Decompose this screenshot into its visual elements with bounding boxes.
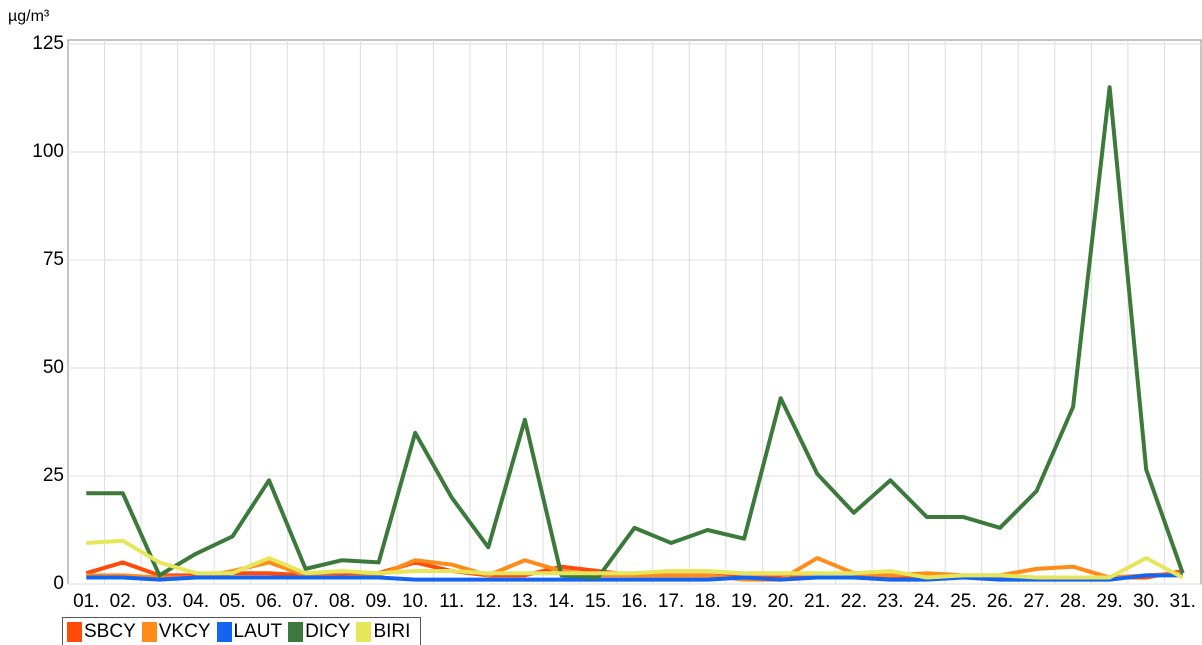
legend-item: VKCY	[141, 620, 211, 643]
x-tick-label: 28.	[1060, 591, 1086, 612]
x-tick-label: 08.	[329, 591, 355, 612]
y-tick-label: 75	[43, 249, 64, 270]
legend-swatch	[288, 621, 304, 642]
x-tick-label: 16.	[621, 591, 647, 612]
y-tick-label: 100	[32, 141, 64, 162]
legend-label: VKCY	[158, 620, 211, 642]
series-line	[86, 538, 1184, 580]
legend-swatch	[216, 621, 232, 642]
legend-label: DICY	[305, 620, 351, 642]
legend: SBCY VKCY LAUT DICY BIRI	[62, 617, 422, 645]
x-tick-label: 29.	[1096, 591, 1122, 612]
x-tick-label: 04.	[183, 591, 209, 612]
y-tick-label: 25	[43, 465, 64, 486]
legend-item: BIRI	[356, 621, 410, 643]
x-tick-label: 21.	[804, 591, 830, 612]
y-unit: µg/m³	[8, 8, 50, 25]
x-tick-label: 14.	[548, 591, 574, 612]
x-tick-label: 27.	[1023, 591, 1049, 612]
plot-area	[67, 39, 1202, 585]
x-tick-label: 10.	[402, 591, 428, 612]
x-tick-label: 15.	[585, 591, 611, 612]
y-tick-label: 125	[32, 33, 64, 54]
chart: µg/m³ 0 25 50 75 100 125 01. 02. 03. 04. 05. 06. 07.…	[8, 8, 1202, 612]
x-tick-label: 19.	[731, 591, 757, 612]
x-tick-label: 25.	[950, 591, 976, 612]
legend-swatch	[356, 621, 372, 642]
x-tick-label: 20.	[767, 591, 793, 612]
y-tick-label: 0	[53, 573, 64, 594]
y-tick-label: 50	[43, 357, 64, 378]
legend-label: BIRI	[373, 620, 411, 642]
x-tick-label: 18.	[694, 591, 720, 612]
series-line	[86, 85, 1185, 580]
x-tick-label: 13.	[512, 591, 538, 612]
series-line	[86, 573, 1183, 582]
x-tick-label: 26.	[987, 591, 1013, 612]
x-tick-label: 31.	[1170, 591, 1196, 612]
x-tick-label: 24.	[914, 591, 940, 612]
x-tick-label: 12.	[475, 591, 501, 612]
legend-item: DICY	[288, 621, 350, 643]
x-tick-label: 05.	[219, 591, 245, 612]
legend-item: LAUT	[216, 620, 283, 643]
legend-swatch	[141, 621, 157, 642]
x-tick-label: 03.	[146, 591, 172, 612]
legend-swatch	[67, 621, 82, 642]
x-tick-label: 02.	[110, 591, 136, 612]
legend-label: LAUT	[233, 620, 283, 642]
x-tick-label: 09.	[365, 591, 391, 612]
x-tick-label: 07.	[292, 591, 318, 612]
x-tick-label: 01.	[73, 591, 99, 612]
x-tick-label: 30.	[1133, 591, 1159, 612]
legend-item: SBCY	[67, 621, 136, 643]
x-tick-label: 22.	[841, 591, 867, 612]
x-tick-label: 23.	[877, 591, 903, 612]
x-tick-label: 11.	[439, 591, 464, 612]
x-tick-label: 06.	[256, 591, 282, 612]
x-tick-label: 17.	[658, 591, 684, 612]
legend-label: SBCY	[84, 620, 136, 642]
